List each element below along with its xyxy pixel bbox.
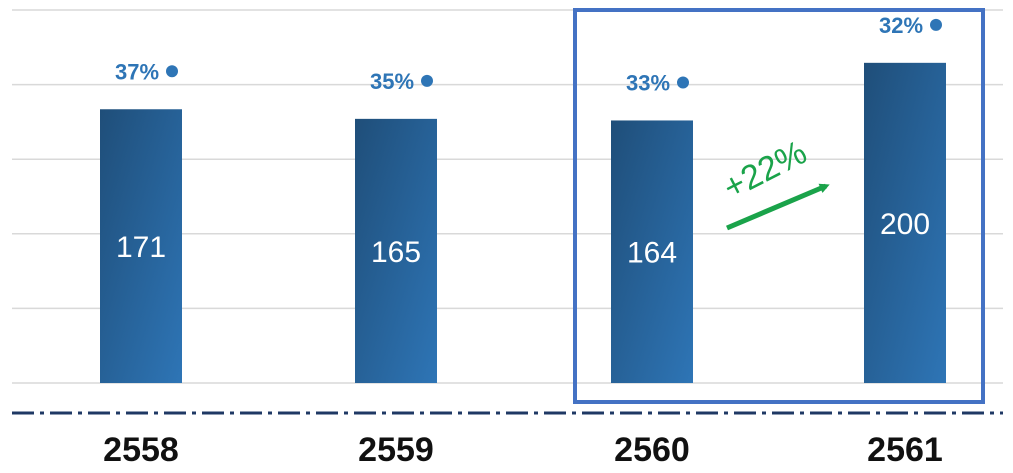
x-tick-label: 2558 (103, 431, 179, 468)
highlight-box (573, 8, 985, 404)
bar-value-label: 200 (880, 208, 930, 241)
percent-dot (166, 65, 178, 78)
x-tick-label-background (847, 404, 963, 468)
x-tick-label-background (83, 404, 199, 468)
growth-arrow (726, 183, 830, 231)
bar-value-label: 171 (116, 231, 166, 264)
x-tick-label-background (338, 404, 454, 468)
percent-label: 33% (626, 70, 670, 95)
x-tick-label-background (594, 404, 710, 468)
bar (355, 118, 437, 383)
bar (864, 62, 946, 383)
x-tick-label: 2560 (614, 431, 690, 468)
bar-value-label: 165 (371, 236, 421, 269)
bar (100, 109, 182, 383)
percent-dot (421, 74, 433, 87)
percent-dot (677, 76, 689, 89)
x-tick-label: 2561 (867, 431, 943, 468)
percent-dot (930, 18, 942, 31)
bar (611, 120, 693, 383)
percent-label: 37% (115, 59, 159, 84)
x-tick-label: 2559 (358, 431, 434, 468)
bar-value-label: 164 (627, 237, 677, 270)
percent-label: 35% (370, 69, 414, 94)
percent-label: 32% (879, 13, 923, 38)
